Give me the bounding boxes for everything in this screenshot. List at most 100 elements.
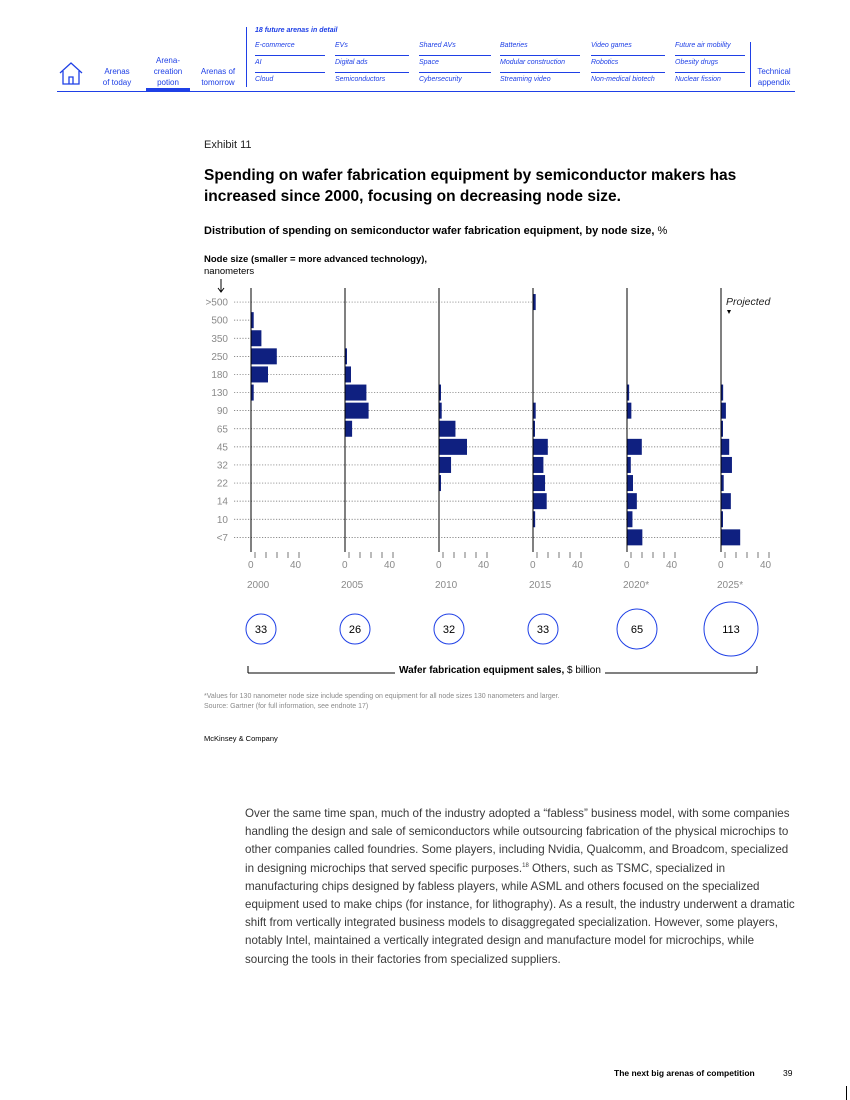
bar bbox=[533, 511, 536, 528]
nav-arenas-of-today[interactable]: Arenas of today bbox=[100, 66, 134, 88]
bar bbox=[345, 366, 351, 383]
footnote-line: *Values for 130 nanometer node size incl… bbox=[204, 693, 560, 700]
bar bbox=[533, 493, 547, 510]
x-tick-label: 0 bbox=[436, 560, 442, 571]
x-tick-label: 40 bbox=[666, 560, 678, 571]
bar bbox=[627, 475, 633, 492]
nav-arena-link[interactable]: Semiconductors bbox=[335, 76, 386, 83]
sales-circle bbox=[339, 613, 371, 645]
nav-label-line: Arenas of bbox=[200, 67, 236, 76]
bar bbox=[251, 312, 254, 329]
nav-active-indicator bbox=[146, 88, 190, 91]
bar bbox=[533, 402, 536, 419]
nav-arena-link[interactable]: E-commerce bbox=[255, 42, 295, 49]
x-tick-label: 0 bbox=[342, 560, 348, 571]
nav-link-divider bbox=[255, 55, 325, 56]
source-line: Source: Gartner (for full information, s… bbox=[204, 703, 369, 710]
category-label: 22 bbox=[217, 479, 229, 490]
nav-link-divider bbox=[419, 55, 491, 56]
panel-year-label: 2015 bbox=[529, 580, 552, 591]
panel-year-label: 2005 bbox=[341, 580, 364, 591]
nav-arena-link[interactable]: Batteries bbox=[500, 42, 528, 49]
category-label: 45 bbox=[217, 442, 229, 453]
nav-arena-link[interactable]: Non-medical biotech bbox=[591, 76, 655, 83]
sales-circle bbox=[527, 613, 559, 645]
sales-circle bbox=[703, 601, 759, 657]
down-arrow-icon bbox=[217, 279, 225, 293]
nav-label-line: tomorrow bbox=[201, 78, 235, 87]
bar bbox=[627, 384, 630, 401]
top-navigation: Arenas of today Arena- creation potion A… bbox=[0, 0, 850, 100]
bar bbox=[251, 384, 254, 401]
bar bbox=[533, 438, 548, 455]
bar bbox=[627, 511, 633, 528]
category-label: 32 bbox=[217, 460, 229, 471]
down-triangle-icon bbox=[727, 310, 731, 314]
bar bbox=[721, 438, 730, 455]
nav-arena-link[interactable]: AI bbox=[255, 59, 262, 66]
bar bbox=[721, 384, 724, 401]
bar bbox=[533, 475, 546, 492]
sales-value: 26 bbox=[349, 624, 361, 636]
nav-label-line: Arena- bbox=[155, 56, 180, 65]
category-label: 90 bbox=[217, 406, 229, 417]
nav-link-divider bbox=[335, 72, 409, 73]
nav-technical-appendix[interactable]: Technical appendix bbox=[754, 66, 794, 88]
x-tick-label: 40 bbox=[478, 560, 490, 571]
endnote-ref[interactable]: 18 bbox=[522, 862, 529, 869]
bar bbox=[721, 529, 741, 546]
nav-arena-link[interactable]: Future air mobility bbox=[675, 42, 731, 49]
x-tick-label: 40 bbox=[384, 560, 396, 571]
bar bbox=[721, 475, 724, 492]
footer-title: The next big arenas of competition bbox=[614, 1068, 755, 1078]
panel-year-label: 2000 bbox=[247, 580, 270, 591]
nav-arena-link[interactable]: Robotics bbox=[591, 59, 619, 66]
nav-arena-link[interactable]: Video games bbox=[591, 42, 632, 49]
x-tick-label: 0 bbox=[248, 560, 254, 571]
nav-arena-link[interactable]: Cybersecurity bbox=[419, 76, 462, 83]
bar bbox=[721, 456, 732, 473]
nav-label-line: of today bbox=[102, 78, 132, 87]
chart-subtitle-unit: % bbox=[654, 225, 668, 237]
bar bbox=[251, 366, 268, 383]
y-axis-label-text: Node size (smaller = more advanced techn… bbox=[204, 254, 428, 265]
chart-subtitle-text: Distribution of spending on semiconducto… bbox=[204, 225, 655, 237]
nav-arenas-of-tomorrow[interactable]: Arenas of tomorrow bbox=[198, 66, 238, 88]
nav-arena-creation-potion[interactable]: Arena- creation potion bbox=[146, 55, 190, 88]
nav-arena-link[interactable]: Streaming video bbox=[500, 76, 551, 83]
nav-link-divider bbox=[591, 72, 665, 73]
bar bbox=[439, 420, 456, 437]
sales-circle bbox=[433, 613, 465, 645]
panel-year-label: 2010 bbox=[435, 580, 458, 591]
nav-arena-link[interactable]: EVs bbox=[335, 42, 348, 49]
nav-arena-link[interactable]: Digital ads bbox=[335, 59, 368, 66]
category-label: 14 bbox=[217, 497, 229, 508]
bar bbox=[627, 493, 637, 510]
bar bbox=[533, 420, 535, 437]
y-axis-label: Node size (smaller = more advanced techn… bbox=[204, 254, 427, 278]
bar bbox=[345, 402, 369, 419]
bar bbox=[627, 529, 643, 546]
sales-axis-label: Wafer fabrication equipment sales, $ bil… bbox=[395, 665, 605, 676]
category-label: 250 bbox=[211, 352, 228, 363]
house-icon[interactable] bbox=[58, 60, 84, 86]
category-label: <7 bbox=[217, 533, 229, 544]
bar bbox=[345, 348, 347, 365]
nav-label-line: potion bbox=[157, 78, 179, 87]
nav-divider bbox=[750, 42, 751, 87]
nav-arena-link[interactable]: Space bbox=[419, 59, 439, 66]
bar bbox=[627, 402, 632, 419]
chart-subtitle: Distribution of spending on semiconducto… bbox=[204, 225, 667, 237]
category-label: 500 bbox=[211, 316, 228, 327]
category-label: 350 bbox=[211, 334, 228, 345]
nav-arena-link[interactable]: Obesity drugs bbox=[675, 59, 719, 66]
x-tick-label: 0 bbox=[718, 560, 724, 571]
nav-arena-link[interactable]: Shared AVs bbox=[419, 42, 456, 49]
nav-arena-link[interactable]: Cloud bbox=[255, 76, 274, 83]
nav-arena-link[interactable]: Nuclear fission bbox=[675, 76, 721, 83]
exhibit-headline: Spending on wafer fabrication equipment … bbox=[204, 167, 737, 205]
x-tick-label: 40 bbox=[760, 560, 772, 571]
nav-arena-link[interactable]: Modular construction bbox=[500, 59, 565, 66]
nav-link-divider bbox=[675, 55, 745, 56]
